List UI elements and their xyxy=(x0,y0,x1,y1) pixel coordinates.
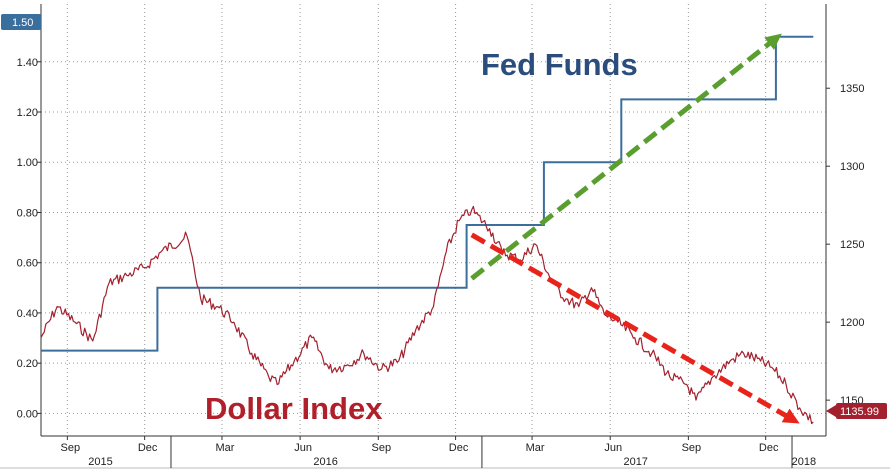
annotation-fed-funds: Fed Funds xyxy=(481,47,638,82)
x-axis: Sep Dec Mar Jun Sep Dec Mar Jun Sep Dec 2015 2016 20… xyxy=(0,435,890,469)
badge-fed-funds-value: 1.50 xyxy=(12,17,33,29)
left-axis: 0.00 0.20 0.40 0.60 0.80 1.00 1.20 1.40 xyxy=(17,4,42,436)
badge-dollar-index-pointer xyxy=(826,405,836,417)
right-tick-label: 1200 xyxy=(840,317,864,329)
x-tick-label: Sep xyxy=(371,442,391,454)
right-tick-label: 1250 xyxy=(840,239,864,251)
x-tick-label: Dec xyxy=(449,442,469,454)
x-tick-label: Mar xyxy=(526,442,545,454)
left-tick-label: 0.80 xyxy=(17,207,38,219)
right-tick-label: 1350 xyxy=(840,83,864,95)
x-tick-label: Jun xyxy=(294,442,312,454)
left-tick-label: 0.20 xyxy=(17,358,38,370)
badge-fed-funds: 1.50 xyxy=(1,14,41,30)
left-tick-label: 1.40 xyxy=(17,57,38,69)
trend-arrow-up-shaft xyxy=(470,39,774,281)
trend-arrow-down-shaft xyxy=(470,232,791,420)
x-tick-label: Sep xyxy=(682,442,702,454)
badge-dollar-index-value: 1135.99 xyxy=(840,406,879,418)
right-tick-label: 1300 xyxy=(840,161,864,173)
left-tick-label: 0.60 xyxy=(17,258,38,270)
left-tick-label: 0.40 xyxy=(17,308,38,320)
last-value-badges: 1.50 1135.99 xyxy=(1,14,887,419)
x-tick-label: Sep xyxy=(61,442,81,454)
year-label: 2016 xyxy=(313,456,337,468)
grid xyxy=(41,4,826,436)
series-dollar-index-line xyxy=(40,205,814,425)
year-label: 2018 xyxy=(792,456,816,468)
left-tick-label: 1.20 xyxy=(17,107,38,119)
annotations: Fed Funds Dollar Index xyxy=(205,47,638,426)
left-tick-label: 1.00 xyxy=(17,157,38,169)
x-tick-label: Dec xyxy=(138,442,158,454)
annotation-dollar-index: Dollar Index xyxy=(205,391,383,426)
trend-arrow-up-head xyxy=(764,33,782,50)
badge-dollar-index: 1135.99 xyxy=(836,403,887,419)
year-label: 2017 xyxy=(623,456,647,468)
trend-arrow-down-head xyxy=(781,408,800,424)
badge-dollar-index-bg xyxy=(836,403,887,419)
x-tick-label: Dec xyxy=(759,442,779,454)
year-label: 2015 xyxy=(88,456,112,468)
x-tick-label: Jun xyxy=(604,442,622,454)
series-fed-funds-line xyxy=(41,35,814,352)
left-tick-label: 0.00 xyxy=(17,408,38,420)
badge-fed-funds-bg xyxy=(1,14,41,30)
trend-arrows xyxy=(470,33,800,424)
x-tick-label: Mar xyxy=(215,442,234,454)
series-group xyxy=(40,35,814,425)
